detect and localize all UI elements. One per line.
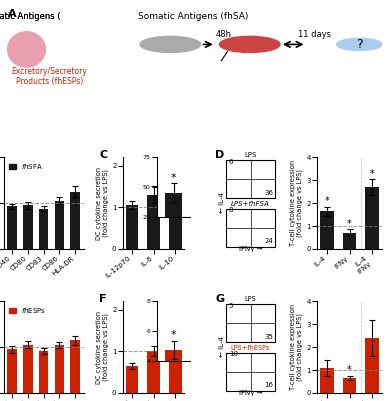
- Text: ← IL-4: ← IL-4: [219, 193, 225, 213]
- Y-axis label: DC cytokine secretion
(fold change vs LPS): DC cytokine secretion (fold change vs LP…: [96, 166, 109, 240]
- Bar: [55, 345, 64, 393]
- Text: 6: 6: [229, 159, 234, 164]
- Circle shape: [337, 38, 382, 51]
- Y-axis label: T-cell cytokine expression
(fold change vs LPS): T-cell cytokine expression (fold change …: [290, 304, 303, 390]
- Text: C: C: [99, 150, 107, 160]
- Text: LPS: LPS: [245, 296, 256, 302]
- Text: *: *: [324, 196, 329, 206]
- Text: Somatic Antigens (: Somatic Antigens (: [0, 12, 61, 21]
- Text: ?: ?: [356, 38, 363, 51]
- Text: LPS+fhFSA: LPS+fhFSA: [231, 201, 270, 207]
- Text: F: F: [99, 294, 107, 304]
- Text: LPS+fhESPs: LPS+fhESPs: [231, 345, 270, 351]
- Bar: [39, 209, 49, 249]
- FancyBboxPatch shape: [226, 160, 275, 198]
- Bar: [125, 205, 139, 249]
- Circle shape: [220, 36, 280, 53]
- Ellipse shape: [8, 32, 46, 67]
- Bar: [147, 351, 160, 393]
- Text: 11 days: 11 days: [298, 30, 330, 39]
- Text: *: *: [347, 365, 352, 375]
- Y-axis label: T-cell cytokine expression
(fold change vs LPS): T-cell cytokine expression (fold change …: [290, 160, 303, 246]
- Y-axis label: DC cytokine secretion
(fold change vs LPS): DC cytokine secretion (fold change vs LP…: [96, 310, 109, 384]
- Text: *: *: [347, 219, 352, 229]
- FancyBboxPatch shape: [226, 304, 275, 342]
- Bar: [169, 310, 181, 393]
- Bar: [147, 195, 160, 249]
- Circle shape: [140, 36, 201, 53]
- Text: LPS: LPS: [244, 152, 257, 158]
- Text: 10: 10: [229, 351, 238, 357]
- Text: D: D: [215, 150, 225, 160]
- Text: IFNγ →: IFNγ →: [239, 246, 262, 252]
- Text: Somatic Antigens (fhSA): Somatic Antigens (fhSA): [138, 12, 248, 21]
- FancyBboxPatch shape: [226, 209, 275, 247]
- FancyBboxPatch shape: [226, 352, 275, 391]
- Text: IFNγ →: IFNγ →: [239, 390, 262, 396]
- Bar: [71, 340, 80, 393]
- Bar: [366, 187, 379, 249]
- Bar: [7, 206, 17, 249]
- Text: 16: 16: [264, 383, 273, 389]
- Legend: $\it{fh}$SFA: $\it{fh}$SFA: [7, 161, 45, 172]
- Text: Excretory/Secretory
Products (fhESPs): Excretory/Secretory Products (fhESPs): [11, 67, 87, 86]
- Text: Somatic Antigens (: Somatic Antigens (: [0, 12, 61, 21]
- Legend: $\it{fh}$ESPs: $\it{fh}$ESPs: [7, 305, 48, 316]
- Bar: [169, 166, 181, 249]
- Bar: [125, 366, 139, 393]
- Text: 35: 35: [264, 334, 273, 340]
- Bar: [343, 233, 356, 249]
- Bar: [55, 201, 64, 249]
- Bar: [366, 338, 379, 393]
- Bar: [71, 192, 80, 249]
- Text: 36: 36: [264, 190, 273, 196]
- Bar: [23, 345, 33, 393]
- Text: G: G: [215, 294, 224, 304]
- Bar: [39, 351, 49, 393]
- Text: 8: 8: [229, 207, 234, 213]
- Text: ← IL-4: ← IL-4: [219, 337, 225, 357]
- Bar: [320, 211, 334, 249]
- Bar: [23, 205, 33, 249]
- Text: A: A: [8, 9, 16, 19]
- Text: *: *: [370, 169, 375, 179]
- Text: 48h: 48h: [215, 30, 231, 39]
- Text: 24: 24: [264, 239, 273, 245]
- Text: 5: 5: [229, 303, 233, 309]
- Bar: [7, 349, 17, 393]
- Bar: [320, 368, 334, 393]
- Bar: [343, 378, 356, 393]
